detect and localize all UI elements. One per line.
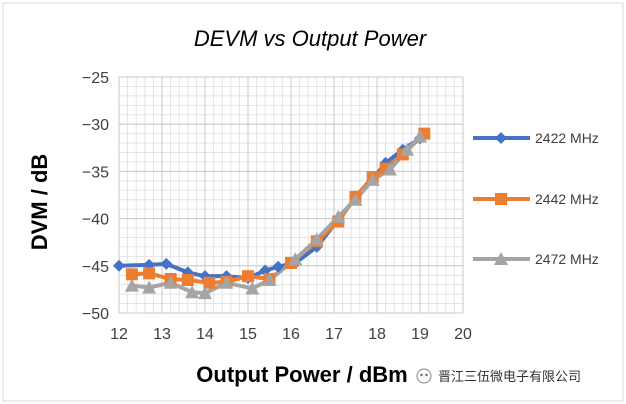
data-point xyxy=(163,275,178,289)
y-tick-labels: −25 −30 −35 −40 −45 −50 xyxy=(82,70,109,323)
data-point xyxy=(219,275,234,289)
x-tick-label: 17 xyxy=(325,326,343,343)
plot-grid xyxy=(118,76,464,314)
data-point xyxy=(113,259,125,272)
legend-marker xyxy=(495,132,507,144)
watermark-text: 晋江三伍微电子有限公司 xyxy=(438,370,581,385)
legend-item: 2422 MHz xyxy=(473,130,599,146)
data-point xyxy=(382,162,397,176)
data-point xyxy=(288,252,303,266)
data-point xyxy=(309,232,324,246)
data-point xyxy=(272,260,285,273)
y-tick-label: −40 xyxy=(82,212,109,229)
x-axis-label: Output Power / dBm xyxy=(196,362,407,387)
legend-item: 2472 MHz xyxy=(473,251,599,267)
data-point xyxy=(185,285,200,299)
data-point xyxy=(125,268,138,281)
legend-label: 2442 MHz xyxy=(535,191,599,207)
data-point xyxy=(413,129,427,143)
legend-marker xyxy=(494,252,508,265)
legend-marker xyxy=(495,193,507,205)
y-axis-label: DVM / dB xyxy=(27,154,52,251)
legend-label: 2422 MHz xyxy=(535,130,599,146)
wechat-icon xyxy=(416,368,432,384)
data-point xyxy=(348,192,363,206)
chart-title: DEVM vs Output Power xyxy=(194,26,428,51)
data-point xyxy=(181,273,194,286)
data-point xyxy=(242,270,254,283)
data-point xyxy=(245,281,260,295)
x-tick-labels: 12 13 14 15 16 17 18 19 20 xyxy=(110,326,472,343)
x-tick-label: 14 xyxy=(196,326,214,343)
series-markers xyxy=(113,127,431,300)
data-point xyxy=(142,280,157,294)
x-tick-label: 20 xyxy=(454,326,472,343)
legend-label: 2472 MHz xyxy=(535,251,599,267)
x-tick-label: 19 xyxy=(411,326,429,343)
legend-item: 2442 MHz xyxy=(473,191,599,207)
data-point xyxy=(400,142,415,156)
y-tick-label: −25 xyxy=(82,70,109,87)
y-tick-label: −45 xyxy=(82,259,109,276)
x-tick-label: 16 xyxy=(282,326,300,343)
data-point xyxy=(262,272,277,286)
y-tick-label: −35 xyxy=(82,164,109,181)
series-line xyxy=(131,135,422,296)
x-tick-label: 13 xyxy=(153,326,171,343)
legend: 2422 MHz 2442 MHz 2472 MHz xyxy=(473,130,599,267)
data-point xyxy=(160,257,173,270)
data-point xyxy=(143,267,156,280)
data-point xyxy=(203,276,216,289)
x-tick-label: 15 xyxy=(239,326,257,343)
y-tick-label: −30 xyxy=(82,117,109,134)
data-point xyxy=(124,278,139,292)
data-point xyxy=(331,209,346,223)
watermark: 晋江三伍微电子有限公司 xyxy=(416,368,581,385)
data-point xyxy=(198,286,212,300)
data-point xyxy=(365,172,380,186)
y-tick-label: −50 xyxy=(82,306,109,323)
x-tick-label: 12 xyxy=(110,326,128,343)
x-tick-label: 18 xyxy=(368,326,386,343)
